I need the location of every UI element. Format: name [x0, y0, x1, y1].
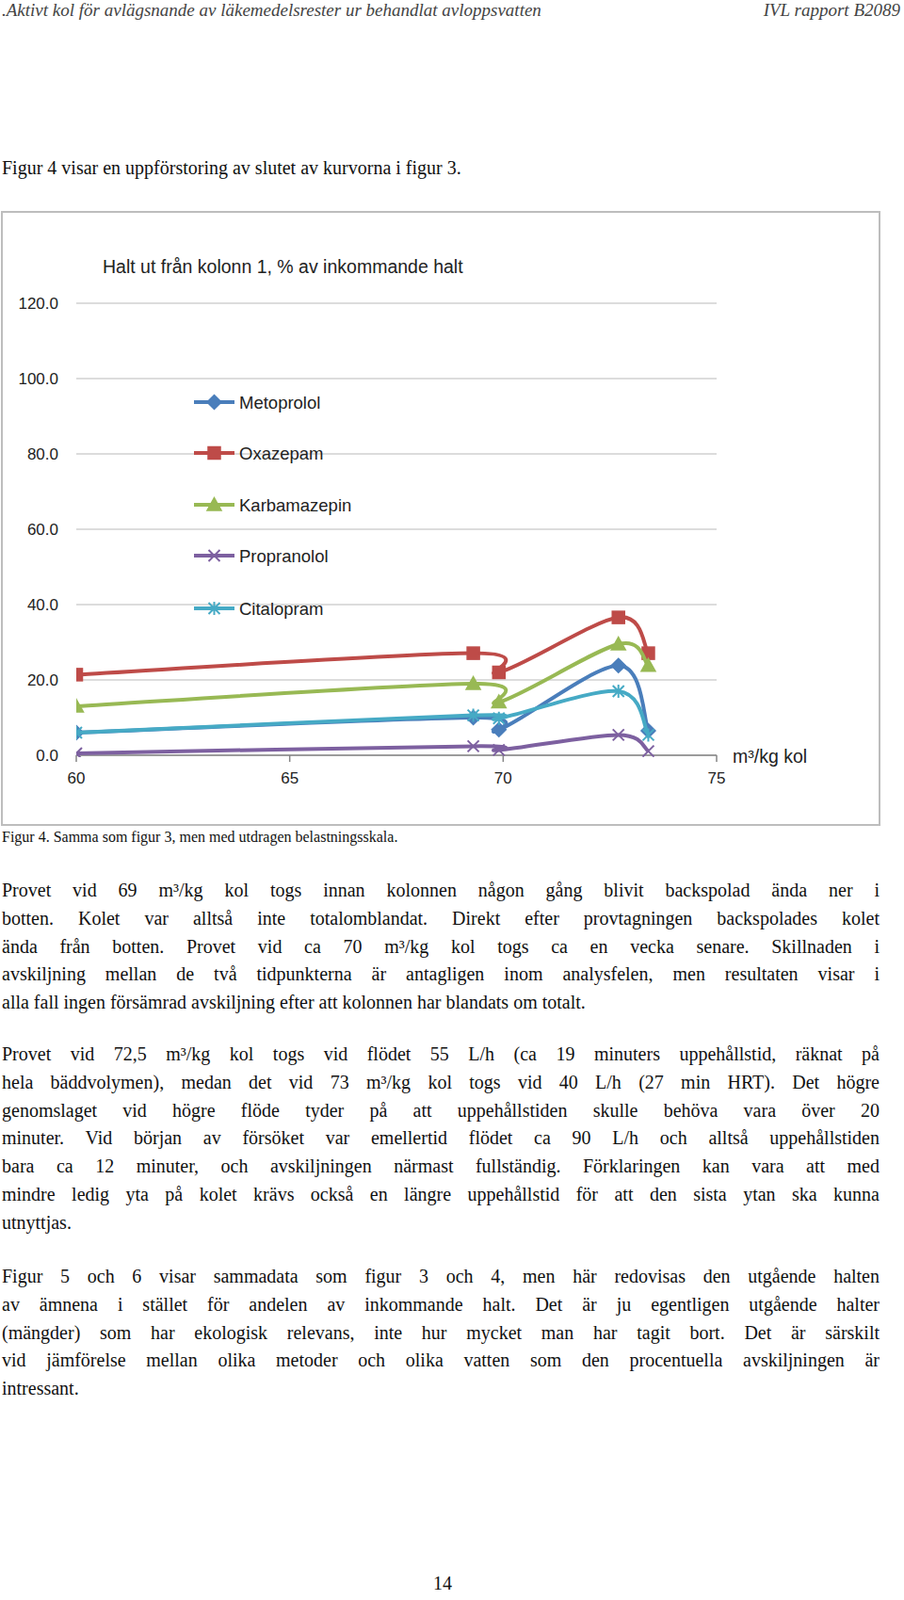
- intro-text: Figur 4 visar en uppförstoring av slutet…: [1, 157, 462, 179]
- data-point: [612, 611, 625, 624]
- paragraph: Provet vid 72,5 m³/kg kol togs vid flöde…: [1, 1040, 880, 1238]
- plot-area: [76, 611, 656, 758]
- legend-label: Oxazepam: [239, 443, 323, 464]
- data-point: [613, 684, 625, 698]
- legend-marker: [209, 601, 221, 615]
- paragraph: Provet vid 69 m³/kg kol togs innan kolon…: [1, 876, 880, 1017]
- grid-line: [76, 302, 717, 304]
- data-point: [76, 668, 83, 681]
- y-tick-label: 20.0: [27, 671, 59, 690]
- data-point: [466, 677, 481, 691]
- text-line: Provet vid 72,5 m³/kg kol togs vid flöde…: [1, 1040, 880, 1069]
- text-line: avskiljning mellan de två tidpunkterna ä…: [1, 960, 880, 989]
- data-point: [491, 694, 506, 709]
- grid-line: [76, 452, 717, 454]
- series-line: [76, 616, 648, 675]
- y-tick-label: 120.0: [17, 294, 59, 313]
- x-axis-label: m³/kg kol: [732, 745, 808, 767]
- y-tick-label: 80.0: [27, 445, 59, 464]
- grid-line: [76, 754, 717, 756]
- data-point: [76, 699, 84, 713]
- series-line: [76, 643, 648, 707]
- data-point: [611, 658, 626, 673]
- x-tick-label: 60: [67, 769, 86, 788]
- x-axis-line: [76, 754, 717, 757]
- page-number: 14: [433, 1572, 452, 1595]
- x-tick: [502, 755, 505, 762]
- y-tick-label: 100.0: [17, 370, 59, 388]
- text-line: mindre ledig yta på kolet krävs också en…: [1, 1180, 880, 1210]
- figure-caption: Figur 4. Samma som figur 3, men med utdr…: [1, 828, 398, 846]
- text-line: botten. Kolet var alltså inte totalombla…: [1, 904, 880, 934]
- header-title: .Aktivt kol för avlägsnande av läkemedel…: [1, 0, 542, 21]
- series-line: [76, 691, 648, 736]
- y-tick-label: 0.0: [35, 746, 59, 765]
- series-line: [76, 734, 648, 754]
- data-point: [468, 740, 480, 752]
- text-line: Figur 5 och 6 visar sammadata som figur …: [1, 1262, 880, 1292]
- x-tick: [289, 755, 291, 762]
- data-point: [642, 745, 654, 758]
- grid-line: [76, 528, 717, 530]
- data-point: [611, 637, 626, 651]
- x-tick-label: 65: [280, 769, 299, 788]
- legend-marker: [209, 549, 221, 562]
- text-line: alla fall ingen försämrad avskiljning ef…: [1, 988, 880, 1017]
- data-point: [642, 727, 654, 742]
- data-point: [641, 658, 656, 672]
- text-line: av ämnena i stället för andelen av inkom…: [1, 1291, 880, 1320]
- legend-label: Propranolol: [239, 546, 329, 566]
- x-tick: [715, 755, 718, 762]
- data-point: [76, 726, 82, 740]
- data-point: [493, 711, 505, 726]
- chart: 0.0 20.0 40.0 60.0 80.0 100.0 120.0 60 65 70 75 Hal…: [0, 0, 904, 848]
- legend-marker: [208, 447, 221, 460]
- text-line: vid jämförelse mellan olika metoder och …: [1, 1346, 880, 1375]
- text-line: intressant.: [1, 1374, 880, 1404]
- data-point: [493, 743, 505, 756]
- text-line: Provet vid 69 m³/kg kol togs innan kolon…: [1, 876, 880, 905]
- x-tick: [75, 755, 78, 762]
- header-report: IVL rapport B2089: [763, 0, 901, 21]
- grid-line: [76, 377, 717, 379]
- text-line: genomslaget vid högre flöde tyder på att…: [1, 1097, 880, 1126]
- grid-line: [76, 603, 717, 605]
- text-line: utnyttjas.: [1, 1209, 880, 1238]
- legend-marker: [207, 498, 222, 512]
- data-point: [468, 709, 480, 723]
- x-tick-label: 75: [708, 769, 727, 788]
- text-line: (mängder) som har ekologisk relevans, in…: [1, 1319, 880, 1348]
- text-line: bara ca 12 minuter, och avskiljningen nä…: [1, 1152, 880, 1181]
- data-point: [467, 646, 480, 660]
- x-tick-label: 70: [494, 769, 513, 788]
- text-line: ända från botten. Provet vid ca 70 m³/kg…: [1, 933, 880, 962]
- chart-title: Halt ut från kolonn 1, % av inkommande h…: [102, 256, 464, 277]
- text-line: minuter. Vid början av försöket var emel…: [1, 1124, 880, 1153]
- legend-label: Karbamazepin: [239, 495, 352, 516]
- legend-label: Metoprolol: [239, 392, 321, 413]
- paragraph: Figur 5 och 6 visar sammadata som figur …: [1, 1262, 880, 1404]
- text-line: hela bäddvolymen), medan det vid 73 m³/k…: [1, 1068, 880, 1098]
- data-point: [76, 747, 82, 758]
- y-tick-label: 40.0: [27, 596, 59, 614]
- data-point: [613, 728, 625, 741]
- chart-frame: [1, 211, 880, 825]
- y-tick-label: 60.0: [27, 520, 59, 539]
- data-point: [492, 666, 505, 679]
- legend-label: Citalopram: [239, 598, 323, 619]
- legend-marker: [207, 395, 222, 410]
- grid-line: [76, 678, 717, 680]
